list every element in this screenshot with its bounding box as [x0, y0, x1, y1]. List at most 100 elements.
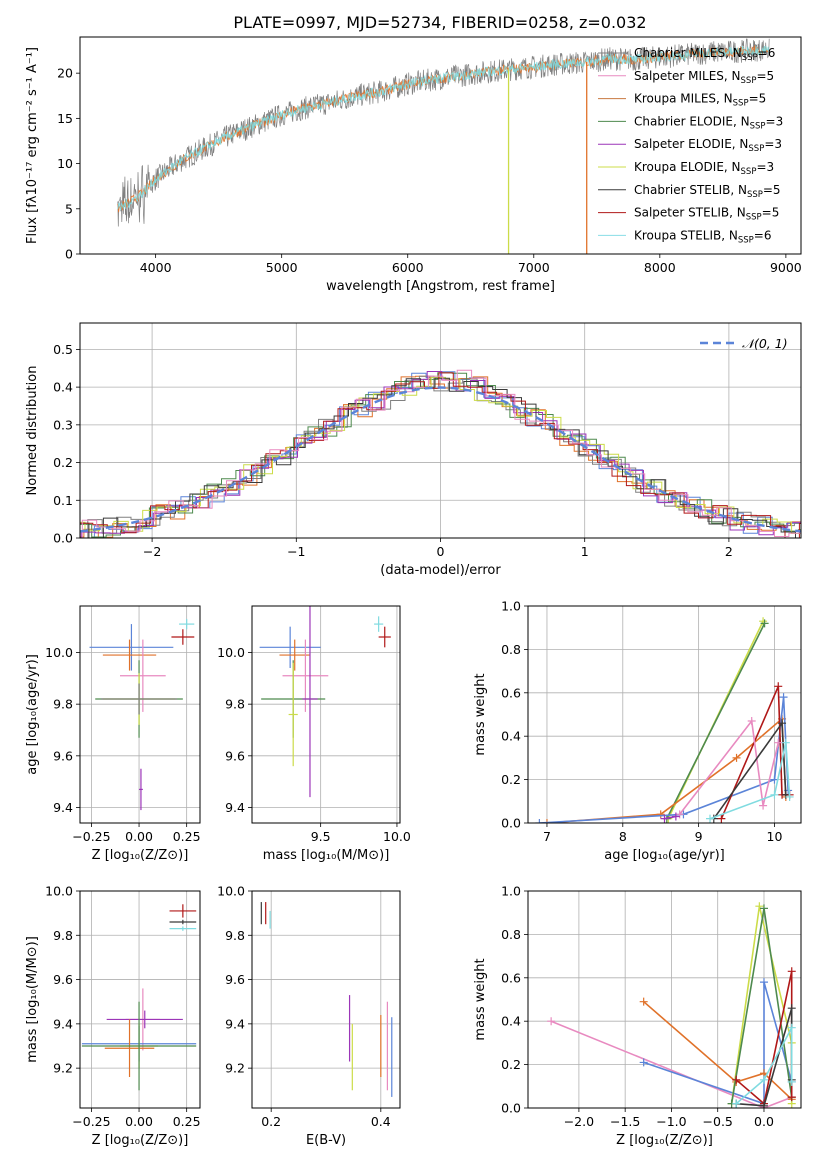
residuals-axes: −2 −1 0 1 2 0.0 0.1 0.2 0.3 0.4 0.5 (data-model)/er…	[25, 323, 801, 578]
observed-spectrum-line	[117, 38, 770, 227]
age_vs_Z-ytick-label: 9.6	[53, 748, 73, 763]
mass_vs_ebv-plot	[260, 902, 393, 1097]
mass_vs_ebv-ytick-label: 9.2	[225, 1061, 245, 1076]
age_vs_Z-ytick-label: 10.0	[45, 645, 73, 660]
massweight_vs_Z-axes: −2.0 −1.5 −1.0 −0.5 0.0 0.0 0.2 0.4 0.6 0.8 1.0 Z […	[473, 884, 801, 1148]
mass-weight-marker	[535, 819, 544, 823]
massweight_vs_Z-ytick-label: 0.2	[501, 1057, 521, 1072]
spectrum-ytick-label: 0	[65, 247, 73, 262]
age_vs_mass-ytick-label: 9.8	[225, 697, 245, 712]
spectrum-axes: 4000 5000 6000 7000 8000 9000 0 5 10 15 20 waveleng…	[25, 47, 802, 294]
residuals-ytick-label: 0.3	[53, 417, 73, 432]
age_vs_mass-ytick-label: 10.0	[217, 645, 245, 660]
model-spectrum-line	[117, 45, 770, 211]
mass-weight-marker	[787, 967, 796, 976]
massweight_vs_age-plot	[535, 617, 794, 823]
chart-layer: 4000 5000 6000 7000 8000 900005101520waveleng…	[25, 36, 802, 1148]
massweight_vs_age-ytick-label: 0.2	[501, 772, 521, 787]
spectrum-frame	[79, 36, 802, 255]
legend-entry: Chabrier ELODIE, NSSP=3	[634, 114, 783, 131]
massweight_vs_Z-xtick-label: −2.0	[564, 1114, 594, 1129]
mass_vs_Z-ytick-label: 9.6	[53, 972, 73, 987]
massweight_vs_age-ytick-label: 0.0	[501, 816, 521, 831]
massweight_vs_age-ytick-label: 0.6	[501, 685, 521, 700]
residuals-ytick-label: 0.1	[53, 493, 73, 508]
massweight_vs_Z-frame	[527, 890, 802, 1109]
mass_vs_Z-xtick-label: −0.25	[72, 1114, 110, 1129]
normal-reference-curve	[80, 386, 801, 533]
mass-weight-marker	[774, 682, 783, 691]
mass_vs_ebv-ytick-label: 9.4	[225, 1016, 245, 1031]
mass-weight-marker	[732, 753, 741, 762]
legend-entry: Kroupa STELIB, NSSP=6	[634, 228, 772, 245]
mass-weight-marker	[770, 790, 779, 799]
massweight_vs_Z-ytick-label: 1.0	[501, 884, 521, 899]
age_vs_mass-ytick-label: 9.4	[225, 800, 245, 815]
mass_vs_ebv-xlabel: E(B-V)	[306, 1133, 346, 1148]
mass_vs_ebv-ytick-label: 10.0	[217, 884, 245, 899]
spectrum-legend: Chabrier MILES, NSSP=6 Salpeter MILES, NS…	[598, 46, 783, 245]
mass-weight-marker	[732, 1075, 741, 1084]
age_vs_Z-ylabel: age [log₁₀(age/yr)]	[25, 654, 40, 775]
spectrum-xlabel: wavelength [Angstrom, rest frame]	[326, 279, 555, 294]
mass-weight-line	[546, 717, 787, 823]
mass_vs_Z-plot	[81, 904, 197, 1091]
massweight_vs_age-ytick-label: 0.4	[501, 729, 521, 744]
spectrum-plot	[117, 38, 770, 254]
age_vs_Z-xtick-label: 0.25	[173, 829, 201, 844]
mass-weight-marker	[774, 738, 783, 747]
massweight_vs_age-xlabel: age [log₁₀(age/yr)]	[604, 848, 725, 863]
spectrum-xtick-label: 9000	[770, 260, 802, 275]
residuals-ylabel: Normed distribution	[25, 366, 40, 496]
legend-entry: 𝒩(0, 1)	[742, 336, 788, 351]
mass-weight-line	[666, 623, 766, 820]
residuals-ytick-label: 0.0	[53, 531, 73, 546]
mass-weight-marker	[759, 904, 768, 913]
residuals-legend: 𝒩(0, 1)	[700, 336, 788, 351]
spectrum-ytick-label: 20	[57, 66, 73, 81]
age_vs_Z-xtick-label: 0.00	[125, 829, 153, 844]
mass-weight-marker	[759, 1075, 768, 1084]
spectrum-ytick-label: 5	[65, 201, 73, 216]
massweight_vs_Z-xtick-label: −1.5	[610, 1114, 640, 1129]
mass_vs_Z-ytick-label: 9.4	[53, 1016, 73, 1031]
massweight_vs_age-ytick-label: 0.8	[501, 642, 521, 657]
age_vs_Z-frame	[79, 605, 201, 824]
mass-weight-line	[735, 1027, 793, 1105]
massweight_vs_age-xtick-label: 10	[767, 829, 783, 844]
figure-title: PLATE=0997, MJD=52734, FIBERID=0258, z=0…	[233, 13, 646, 32]
massweight_vs_Z-ytick-label: 0.0	[501, 1101, 521, 1116]
mass_vs_ebv-ytick-label: 9.6	[225, 972, 245, 987]
massweight_vs_age-xtick-label: 7	[543, 829, 551, 844]
residuals-ytick-label: 0.2	[53, 455, 73, 470]
mass-weight-marker	[547, 1017, 556, 1026]
mass_vs_Z-frame	[79, 890, 201, 1109]
mass-weight-line	[550, 1020, 792, 1108]
mass-weight-marker	[787, 1023, 796, 1032]
legend-entry: Salpeter STELIB, NSSP=5	[634, 206, 779, 223]
mass_vs_Z-ytick-label: 9.2	[53, 1061, 73, 1076]
mass_vs_Z-ytick-label: 9.8	[53, 928, 73, 943]
legend-entry: Salpeter MILES, NSSP=5	[634, 69, 774, 86]
mass-weight-marker	[759, 978, 768, 987]
massweight_vs_Z-plot	[547, 902, 796, 1108]
mass-weight-marker	[759, 617, 768, 626]
residuals-ytick-label: 0.5	[53, 342, 73, 357]
age_vs_Z-xtick-label: −0.25	[72, 829, 110, 844]
mass_vs_Z-ytick-label: 10.0	[45, 884, 73, 899]
residual-histogram-step	[80, 377, 801, 538]
massweight_vs_age-frame	[527, 605, 802, 824]
mass-weight-marker	[787, 1004, 796, 1013]
mass-weight-marker	[785, 792, 794, 801]
residuals-xtick-label: 1	[581, 544, 589, 559]
spectrum-xtick-label: 4000	[140, 260, 172, 275]
spectrum-xtick-label: 6000	[392, 260, 424, 275]
age_vs_mass-xtick-label: 9.5	[311, 829, 331, 844]
spectrum-ylabel: Flux [fλ10⁻¹⁷ erg cm⁻² s⁻¹ A⁻¹]	[25, 47, 40, 244]
age_vs_mass-ytick-label: 9.6	[225, 748, 245, 763]
mass-weight-marker	[787, 1093, 796, 1102]
spectrum-xtick-label: 7000	[518, 260, 550, 275]
age_vs_mass-xtick-label: 10.0	[383, 829, 411, 844]
age_vs_mass-plot	[259, 606, 391, 798]
mass-weight-marker	[759, 801, 768, 810]
